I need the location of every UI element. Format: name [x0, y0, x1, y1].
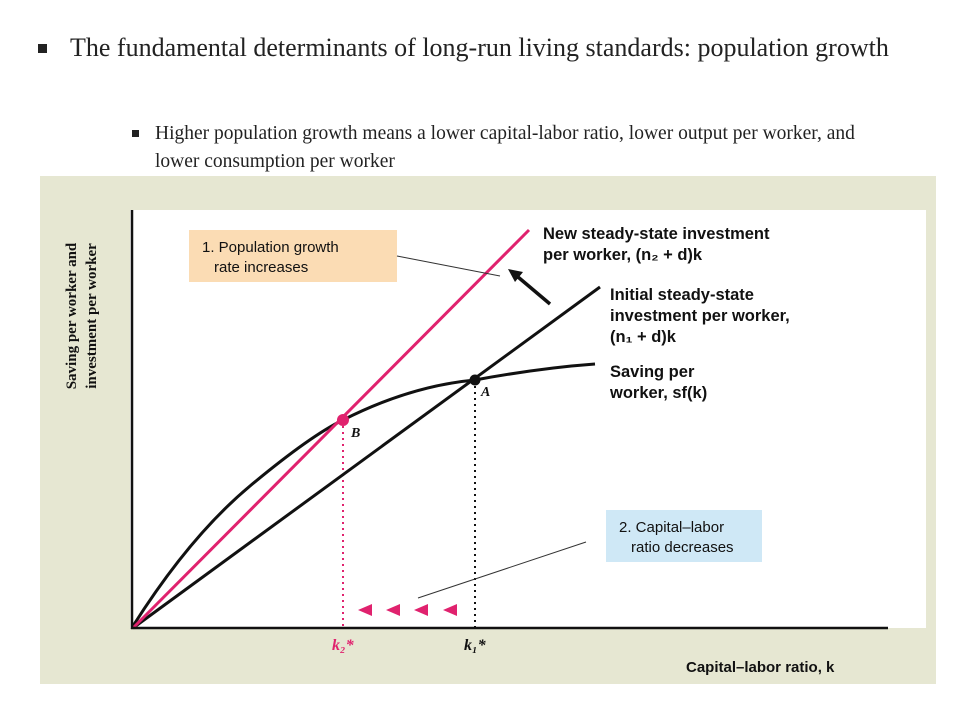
main-bullet: The fundamental determinants of long-run…: [38, 30, 918, 66]
square-bullet-icon: [38, 44, 47, 53]
left-arrow-icon: [386, 604, 400, 616]
initial-investment-label-line2: investment per worker,: [610, 307, 790, 325]
annotation-2-line2: ratio decreases: [631, 539, 734, 556]
sub-bullet-text: Higher population growth means a lower c…: [155, 123, 855, 172]
k1-tick-label: k₁*: [464, 637, 487, 654]
initial-investment-label-line3: (n₁ + d)k: [610, 328, 677, 346]
new-investment-label-line1: New steady-state investment: [543, 225, 770, 243]
saving-label-line2: worker, sf(k): [609, 384, 707, 402]
y-axis-label-line2: investment per worker: [84, 243, 100, 389]
left-arrow-icon: [414, 604, 428, 616]
point-a-label: A: [480, 385, 490, 400]
left-arrow-icon: [443, 604, 457, 616]
square-bullet-icon: [132, 130, 139, 137]
annotation-1-leader: [396, 255, 501, 277]
annotation-2-leader: [417, 541, 587, 599]
main-bullet-text: The fundamental determinants of long-run…: [70, 33, 889, 62]
steady-state-chart: A B 1. Population growth rate increases …: [64, 210, 926, 676]
annotation-box-capital-labor: [606, 510, 762, 562]
figure-panel: A B 1. Population growth rate increases …: [40, 176, 936, 684]
annotation-1-line1: 1. Population growth: [202, 239, 339, 256]
initial-investment-label-line1: Initial steady-state: [610, 286, 754, 304]
point-a-marker: [469, 374, 481, 386]
k2-tick-label: k₂*: [332, 637, 355, 654]
point-b-label: B: [350, 426, 360, 441]
annotation-1-line2: rate increases: [214, 259, 308, 276]
annotation-2-line1: 2. Capital–labor: [619, 519, 724, 536]
shift-arrow-shaft: [516, 275, 552, 306]
point-b-marker: [337, 414, 349, 426]
left-arrow-icon: [358, 604, 372, 616]
y-axis-label-line1: Saving per worker and: [64, 242, 80, 389]
initial-investment-line: [132, 285, 601, 630]
saving-label-line1: Saving per: [610, 363, 695, 381]
new-investment-label-line2: per worker, (n₂ + d)k: [543, 246, 703, 264]
shift-arrow-head-icon: [508, 269, 523, 282]
sub-bullet: Higher population growth means a lower c…: [132, 120, 892, 176]
annotation-box-population-growth: [189, 230, 397, 282]
new-investment-line: [131, 228, 531, 630]
x-axis-label: Capital–labor ratio, k: [686, 659, 835, 676]
